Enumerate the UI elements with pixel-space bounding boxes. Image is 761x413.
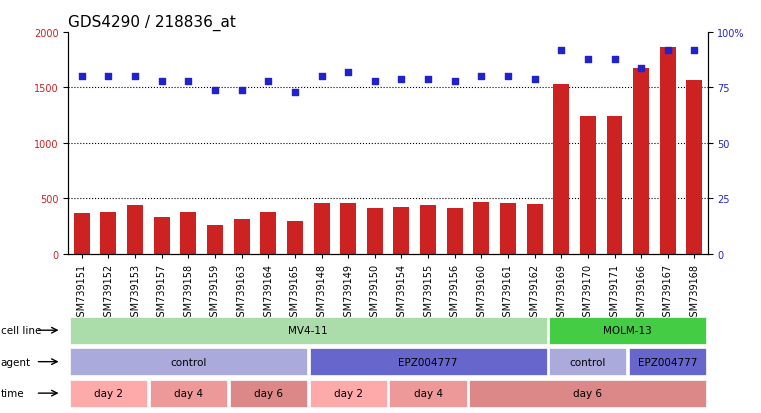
Text: day 2: day 2 xyxy=(333,388,363,398)
Bar xyxy=(70,317,546,344)
Point xyxy=(608,56,620,63)
Point xyxy=(102,74,114,81)
Text: GDS4290 / 218836_at: GDS4290 / 218836_at xyxy=(68,14,237,31)
Text: agent: agent xyxy=(1,357,31,367)
Bar xyxy=(549,317,706,344)
Point xyxy=(209,87,221,94)
Bar xyxy=(314,203,330,254)
Bar xyxy=(473,202,489,254)
Point xyxy=(129,74,142,81)
Bar xyxy=(154,217,170,254)
Point xyxy=(475,74,487,81)
Point xyxy=(449,78,461,85)
Bar xyxy=(390,380,466,406)
Bar xyxy=(70,349,307,375)
Text: day 4: day 4 xyxy=(413,388,443,398)
Bar xyxy=(660,47,676,254)
Text: day 6: day 6 xyxy=(253,388,283,398)
Bar xyxy=(287,221,303,254)
Bar xyxy=(553,85,569,254)
Point xyxy=(396,76,408,83)
Point xyxy=(502,74,514,81)
Point xyxy=(368,78,380,85)
Point xyxy=(342,69,354,76)
Text: EPZ004777: EPZ004777 xyxy=(398,357,458,367)
Text: day 6: day 6 xyxy=(573,388,603,398)
Bar xyxy=(150,380,227,406)
Bar xyxy=(367,208,383,254)
Bar xyxy=(70,380,147,406)
Bar xyxy=(633,69,649,254)
Text: ■ count: ■ count xyxy=(68,412,109,413)
Point xyxy=(315,74,327,81)
Text: cell line: cell line xyxy=(1,325,41,335)
Bar xyxy=(207,226,223,254)
Point xyxy=(422,76,434,83)
Bar xyxy=(420,206,436,254)
Text: time: time xyxy=(1,388,24,398)
Point xyxy=(75,74,88,81)
Bar xyxy=(234,219,250,254)
Bar xyxy=(340,204,356,254)
Point xyxy=(155,78,167,85)
Bar xyxy=(260,213,276,254)
Bar xyxy=(393,207,409,254)
Text: day 4: day 4 xyxy=(174,388,203,398)
Bar xyxy=(230,380,307,406)
Bar xyxy=(127,206,143,254)
Bar xyxy=(580,117,596,254)
Point xyxy=(528,76,540,83)
Bar xyxy=(549,349,626,375)
Bar xyxy=(100,213,116,254)
Bar xyxy=(686,81,702,254)
Point xyxy=(289,89,301,96)
Bar xyxy=(527,205,543,254)
Bar xyxy=(447,209,463,254)
Bar xyxy=(180,213,196,254)
Text: EPZ004777: EPZ004777 xyxy=(638,357,698,367)
Bar xyxy=(310,349,546,375)
Point xyxy=(635,65,647,72)
Point xyxy=(555,47,567,54)
Point xyxy=(236,87,248,94)
Text: control: control xyxy=(570,357,606,367)
Point xyxy=(661,47,674,54)
Text: MOLM-13: MOLM-13 xyxy=(603,325,652,335)
Point xyxy=(182,78,194,85)
Text: day 2: day 2 xyxy=(94,388,123,398)
Bar xyxy=(470,380,706,406)
Bar xyxy=(74,213,90,254)
Point xyxy=(688,47,700,54)
Point xyxy=(581,56,594,63)
Bar xyxy=(310,380,387,406)
Bar xyxy=(607,117,622,254)
Text: MV4-11: MV4-11 xyxy=(288,325,328,335)
Bar xyxy=(629,349,706,375)
Point xyxy=(262,78,274,85)
Text: control: control xyxy=(170,357,206,367)
Bar xyxy=(500,204,516,254)
